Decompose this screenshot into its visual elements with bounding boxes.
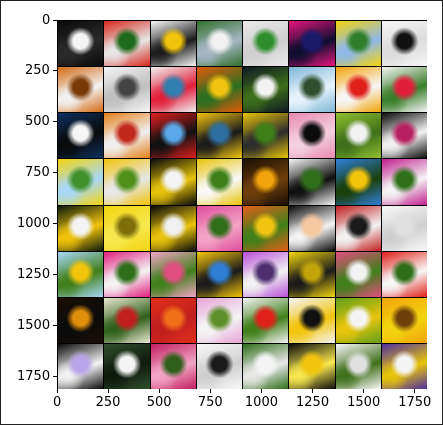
y-tick-mark <box>53 274 57 276</box>
image-tile <box>381 343 427 389</box>
x-tick-label: 500 <box>146 395 172 410</box>
image-tile <box>335 113 381 159</box>
y-tick-mark <box>53 172 57 174</box>
image-tile <box>150 297 196 343</box>
image-tile <box>243 159 289 205</box>
image-tile <box>381 251 427 297</box>
image-tile <box>196 67 242 113</box>
y-tick-label: 1250 <box>17 267 51 283</box>
x-tick-mark <box>56 389 58 393</box>
x-tick-label: 250 <box>95 395 121 410</box>
x-tick-mark <box>312 389 314 393</box>
x-tick-mark <box>158 389 160 393</box>
image-tile <box>243 205 289 251</box>
image-tile <box>58 159 104 205</box>
image-tile <box>335 343 381 389</box>
image-tile <box>381 113 427 159</box>
image-tile <box>289 67 335 113</box>
image-tile <box>196 297 242 343</box>
image-tile <box>104 21 150 67</box>
y-tick-mark <box>53 325 57 327</box>
image-tile <box>335 159 381 205</box>
image-tile <box>243 297 289 343</box>
image-tile <box>335 21 381 67</box>
image-tile <box>104 297 150 343</box>
image-tile <box>104 159 150 205</box>
image-tile <box>289 251 335 297</box>
y-tick-label: 750 <box>25 165 50 181</box>
x-tick-mark <box>414 389 416 393</box>
image-tile <box>381 297 427 343</box>
image-tile <box>381 205 427 251</box>
image-tile <box>335 205 381 251</box>
image-tile <box>243 113 289 159</box>
image-tile <box>104 251 150 297</box>
y-tick-mark <box>53 376 57 378</box>
x-tick-label: 1000 <box>244 395 278 410</box>
y-tick-mark <box>53 70 57 72</box>
x-tick-mark <box>260 389 262 393</box>
x-tick-label: 1500 <box>347 395 381 410</box>
y-tick-label: 1750 <box>17 369 51 385</box>
image-tile <box>243 67 289 113</box>
image-tile <box>243 343 289 389</box>
x-tick-label: 0 <box>53 395 62 410</box>
x-tick-mark <box>107 389 109 393</box>
image-tile <box>335 297 381 343</box>
image-tile <box>196 159 242 205</box>
image-tile <box>243 21 289 67</box>
image-tile <box>196 113 242 159</box>
image-tile <box>104 67 150 113</box>
y-tick-mark <box>53 19 57 21</box>
x-tick-label: 750 <box>197 395 223 410</box>
y-tick-mark <box>53 223 57 225</box>
image-tile <box>150 343 196 389</box>
image-tile <box>289 113 335 159</box>
image-tile <box>104 205 150 251</box>
x-tick-label: 1750 <box>398 395 432 410</box>
image-tile <box>196 21 242 67</box>
image-tile <box>150 67 196 113</box>
image-tile <box>150 205 196 251</box>
image-tile <box>289 205 335 251</box>
image-tile <box>58 113 104 159</box>
image-grid-axes <box>57 20 427 389</box>
image-tile <box>58 67 104 113</box>
image-tile <box>58 251 104 297</box>
image-tile <box>58 205 104 251</box>
image-tile <box>335 67 381 113</box>
image-tile <box>381 67 427 113</box>
image-tile <box>289 297 335 343</box>
y-tick-label: 1500 <box>17 318 51 334</box>
image-tile <box>381 21 427 67</box>
image-tile <box>196 343 242 389</box>
image-tile <box>289 159 335 205</box>
x-tick-mark <box>209 389 211 393</box>
image-tile <box>150 113 196 159</box>
image-tile <box>58 297 104 343</box>
image-tile <box>289 343 335 389</box>
image-tile <box>104 343 150 389</box>
image-tile <box>196 205 242 251</box>
y-tick-label: 250 <box>25 63 50 79</box>
image-tile <box>196 251 242 297</box>
y-tick-label: 0 <box>42 12 51 28</box>
image-tile <box>243 251 289 297</box>
y-tick-label: 500 <box>25 114 50 130</box>
image-tile <box>58 343 104 389</box>
image-tile <box>58 21 104 67</box>
image-tile <box>104 113 150 159</box>
image-tile <box>150 21 196 67</box>
x-tick-mark <box>363 389 365 393</box>
image-tile <box>150 159 196 205</box>
image-tile <box>335 251 381 297</box>
image-tile <box>381 159 427 205</box>
y-tick-mark <box>53 121 57 123</box>
image-tile <box>150 251 196 297</box>
image-tile <box>289 21 335 67</box>
x-tick-label: 1250 <box>296 395 330 410</box>
y-tick-label: 1000 <box>17 216 51 232</box>
